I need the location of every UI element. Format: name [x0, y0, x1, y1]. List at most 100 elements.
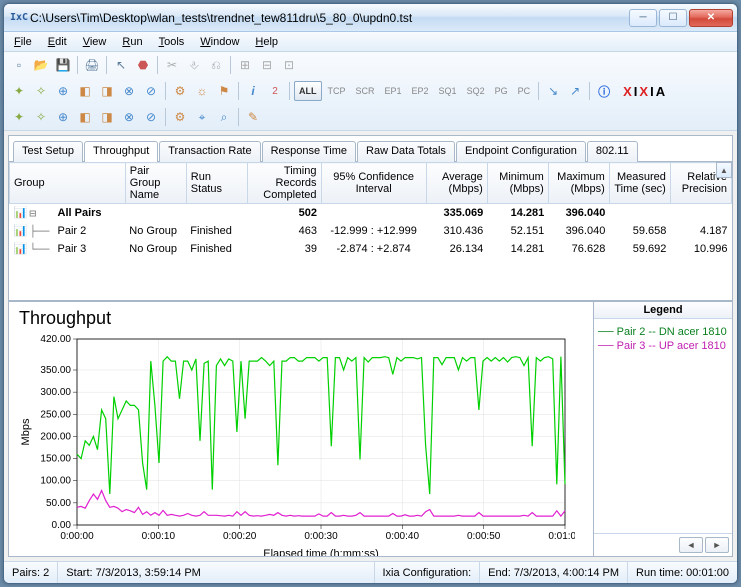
tab-802.11[interactable]: 802.11: [587, 141, 638, 162]
table-row[interactable]: 📊⊟ All Pairs502335.06914.281396.040: [10, 204, 732, 223]
col-header[interactable]: Group: [10, 163, 126, 204]
toolbar-btn-sq2[interactable]: SQ2: [463, 81, 489, 101]
table-cell: [125, 204, 186, 223]
menu-edit[interactable]: Edit: [40, 34, 75, 50]
table-cell: 26.134: [426, 240, 487, 258]
r2-icon-arrow2[interactable]: ↗: [565, 81, 585, 101]
r3-icon-3[interactable]: ⊕: [53, 107, 73, 127]
col-header[interactable]: Pair Group Name: [125, 163, 186, 204]
r2-icon-5[interactable]: ◨: [97, 81, 117, 101]
table-cell: 396.040: [548, 222, 609, 240]
table-cell: Finished: [186, 240, 247, 258]
table-cell: [186, 204, 247, 223]
r3-icon-11[interactable]: ✎: [243, 107, 263, 127]
toolbar-btn-scr[interactable]: SCR: [352, 81, 379, 101]
menu-run[interactable]: Run: [114, 34, 150, 50]
col-header[interactable]: 95% Confidence Interval: [321, 163, 426, 204]
r2-icon-arrow1[interactable]: ↘: [543, 81, 563, 101]
throughput-chart: 0.0050.00100.00150.00200.00250.00300.003…: [15, 331, 575, 556]
toolbar-btn-all[interactable]: ALL: [294, 81, 322, 101]
svg-text:420.00: 420.00: [40, 334, 71, 345]
tab-endpoint-configuration[interactable]: Endpoint Configuration: [456, 141, 586, 162]
menu-help[interactable]: Help: [247, 34, 286, 50]
tool2-icon[interactable]: ⎀: [184, 55, 204, 75]
legend-next-button[interactable]: ►: [705, 537, 729, 553]
col-header[interactable]: Timing Records Completed: [247, 163, 321, 204]
r2-icon-10[interactable]: ⚑: [214, 81, 234, 101]
scroll-up-button[interactable]: ▲: [716, 162, 732, 178]
svg-text:0:00:20: 0:00:20: [223, 531, 257, 542]
menu-view[interactable]: View: [75, 34, 115, 50]
legend-item[interactable]: ── Pair 2 -- DN acer 1810: [598, 325, 728, 339]
col-header[interactable]: Average (Mbps): [426, 163, 487, 204]
r3-icon-10[interactable]: ⌕: [214, 107, 234, 127]
svg-text:Elapsed time (h:mm:ss): Elapsed time (h:mm:ss): [263, 548, 379, 556]
r3-icon-9[interactable]: ⌖: [192, 107, 212, 127]
table-cell: 4.187: [670, 222, 731, 240]
r3-icon-4[interactable]: ◧: [75, 107, 95, 127]
r3-icon-7[interactable]: ⊘: [141, 107, 161, 127]
print-icon[interactable]: 🖨: [82, 55, 102, 75]
cursor-icon[interactable]: ↖: [111, 55, 131, 75]
toolbar-btn-pg[interactable]: PG: [491, 81, 512, 101]
tool-icon[interactable]: ✂: [162, 55, 182, 75]
toolbar-btn-sq1[interactable]: SQ1: [435, 81, 461, 101]
menu-file[interactable]: File: [6, 34, 40, 50]
r2-icon-1[interactable]: ✦: [9, 81, 29, 101]
window-title: C:\Users\Tim\Desktop\wlan_tests\trendnet…: [30, 11, 629, 25]
r2-icon-8[interactable]: ⚙: [170, 81, 190, 101]
maximize-button[interactable]: ☐: [659, 9, 687, 27]
menu-tools[interactable]: Tools: [151, 34, 193, 50]
r2-icon-4[interactable]: ◧: [75, 81, 95, 101]
r3-icon-8[interactable]: ⚙: [170, 107, 190, 127]
r2-icon-7[interactable]: ⊘: [141, 81, 161, 101]
r3-icon-6[interactable]: ⊗: [119, 107, 139, 127]
col-header[interactable]: Run Status: [186, 163, 247, 204]
stop-icon[interactable]: ⬣: [133, 55, 153, 75]
r2-icon-2[interactable]: ✧: [31, 81, 51, 101]
r3-icon-5[interactable]: ◨: [97, 107, 117, 127]
col-header[interactable]: Maximum (Mbps): [548, 163, 609, 204]
table-row[interactable]: 📊└──Pair 3No GroupFinished39-2.874 : +2.…: [10, 240, 732, 258]
tab-test-setup[interactable]: Test Setup: [13, 141, 83, 162]
new-icon[interactable]: ▫: [9, 55, 29, 75]
tool4-icon[interactable]: ⊞: [235, 55, 255, 75]
r3-icon-1[interactable]: ✦: [9, 107, 29, 127]
menu-window[interactable]: Window: [192, 34, 247, 50]
close-button[interactable]: ✕: [689, 9, 733, 27]
col-header[interactable]: Measured Time (sec): [609, 163, 670, 204]
table-cell: 📊├──Pair 2: [10, 222, 126, 240]
legend-prev-button[interactable]: ◄: [679, 537, 703, 553]
r2-icon-9[interactable]: ☼: [192, 81, 212, 101]
info-icon[interactable]: ⓘ: [594, 81, 614, 101]
tool5-icon[interactable]: ⊟: [257, 55, 277, 75]
tool3-icon[interactable]: ⎌: [206, 55, 226, 75]
minimize-button[interactable]: ─: [629, 9, 657, 27]
open-icon[interactable]: 📂: [31, 55, 51, 75]
r2-icon-3[interactable]: ⊕: [53, 81, 73, 101]
legend-item[interactable]: ── Pair 3 -- UP acer 1810: [598, 339, 728, 353]
toolbar-btn-ep2[interactable]: EP2: [408, 81, 433, 101]
chart-title: Throughput: [15, 308, 587, 331]
svg-text:0:01:00: 0:01:00: [548, 531, 575, 542]
chart-zone: Throughput 0.0050.00100.00150.00200.0025…: [9, 301, 732, 556]
table-cell: [670, 204, 731, 223]
r2-icon-12[interactable]: 2: [265, 81, 285, 101]
save-icon[interactable]: 💾: [53, 55, 73, 75]
tab-raw-data-totals[interactable]: Raw Data Totals: [357, 141, 455, 162]
tab-response-time[interactable]: Response Time: [262, 141, 356, 162]
table-row[interactable]: 📊├──Pair 2No GroupFinished463-12.999 : +…: [10, 222, 732, 240]
status-end: End: 7/3/2013, 4:00:14 PM: [480, 562, 628, 583]
r3-icon-2[interactable]: ✧: [31, 107, 51, 127]
table-cell: Finished: [186, 222, 247, 240]
table-cell: 310.436: [426, 222, 487, 240]
r2-icon-11[interactable]: i: [243, 81, 263, 101]
tab-throughput[interactable]: Throughput: [84, 141, 158, 162]
toolbar-btn-tcp[interactable]: TCP: [324, 81, 350, 101]
toolbar-btn-pc[interactable]: PC: [514, 81, 535, 101]
col-header[interactable]: Minimum (Mbps): [487, 163, 548, 204]
tab-transaction-rate[interactable]: Transaction Rate: [159, 141, 260, 162]
tool6-icon[interactable]: ⊡: [279, 55, 299, 75]
r2-icon-6[interactable]: ⊗: [119, 81, 139, 101]
toolbar-btn-ep1[interactable]: EP1: [381, 81, 406, 101]
